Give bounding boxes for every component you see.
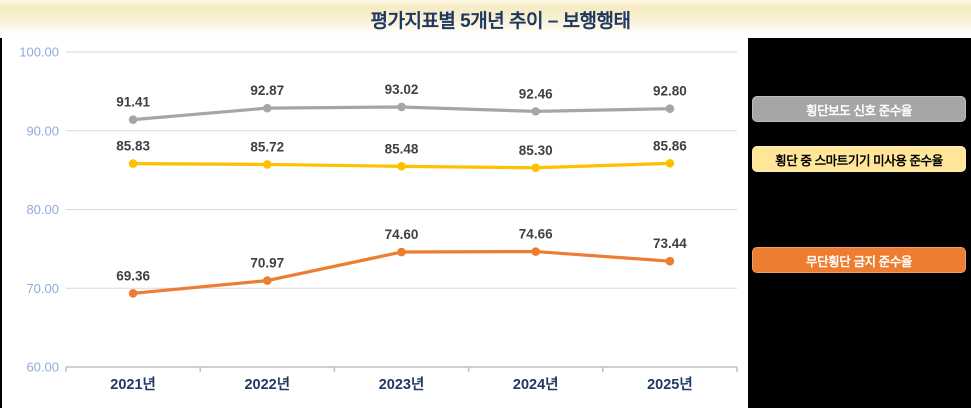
data-point-label: 92.87 [250, 83, 284, 98]
data-point-marker [263, 103, 272, 113]
left-black-edge [0, 38, 2, 408]
data-point-marker [397, 247, 406, 257]
data-point-marker [128, 115, 138, 124]
y-axis-label: 60.00 [26, 360, 59, 375]
data-point-marker [128, 288, 138, 298]
legend-badge-smart-device-nonuse: 횡단 중 스마트기기 미사용 준수율 [752, 146, 966, 172]
data-point-label: 93.02 [385, 82, 419, 97]
y-axis-label: 70.00 [26, 281, 59, 296]
data-point-marker [128, 159, 138, 168]
data-point-label: 92.46 [519, 86, 553, 101]
data-point-label: 74.60 [385, 227, 419, 242]
y-axis-label: 100.00 [19, 45, 59, 60]
series-line [131, 249, 672, 295]
x-axis-label: 2024년 [513, 376, 559, 393]
y-axis-label: 90.00 [26, 123, 59, 138]
legend-badge-crosswalk-signal: 횡단보도 신호 준수율 [752, 96, 966, 122]
data-point-label: 69.36 [116, 268, 150, 283]
data-point-label: 85.30 [519, 143, 553, 158]
data-point-marker [531, 247, 540, 256]
data-point-marker [665, 159, 675, 168]
data-point-marker [397, 162, 406, 171]
x-axis-label: 2022년 [244, 376, 290, 393]
data-point-label: 70.97 [250, 256, 284, 271]
y-axis-label: 80.00 [26, 202, 59, 217]
data-point-label: 85.48 [385, 141, 419, 156]
legend-badge-no-jaywalking: 무단횡단 금지 준수율 [752, 247, 966, 273]
title-band: 평가지표별 5개년 추이 – 보행행태 [0, 0, 971, 38]
data-point-marker [531, 107, 540, 116]
data-point-label: 92.80 [653, 84, 687, 99]
data-point-label: 91.41 [116, 95, 150, 110]
data-point-label: 85.72 [250, 139, 284, 154]
legend-badge-label: 무단횡단 금지 준수율 [805, 254, 913, 269]
data-point-marker [397, 102, 406, 112]
data-point-marker [665, 256, 675, 266]
chart-title: 평가지표별 5개년 추이 – 보행행태 [370, 10, 632, 32]
data-point-label: 85.83 [116, 139, 150, 154]
x-axis-label: 2023년 [379, 376, 425, 393]
data-point-marker [263, 276, 272, 285]
legend-badge-label: 횡단 중 스마트기기 미사용 준수율 [775, 153, 943, 168]
data-point-marker [531, 163, 540, 173]
line-chart-plot: 60.00 70.00 80.00 90.00 100.00 2021년 2022년 2023… [19, 45, 738, 393]
legend-badge-label: 횡단보도 신호 준수율 [805, 103, 913, 118]
x-axis-label: 2025년 [647, 376, 693, 393]
legend-panel: 횡단보도 신호 준수율 횡단 중 스마트기기 미사용 준수율 무단횡단 금지 준… [748, 38, 971, 408]
data-point-label: 74.66 [519, 227, 553, 242]
data-point-label: 85.86 [653, 138, 687, 153]
data-point-marker [665, 104, 675, 113]
x-axis-label: 2021년 [110, 376, 156, 393]
data-point-marker [263, 160, 272, 169]
data-point-label: 73.44 [653, 236, 687, 251]
